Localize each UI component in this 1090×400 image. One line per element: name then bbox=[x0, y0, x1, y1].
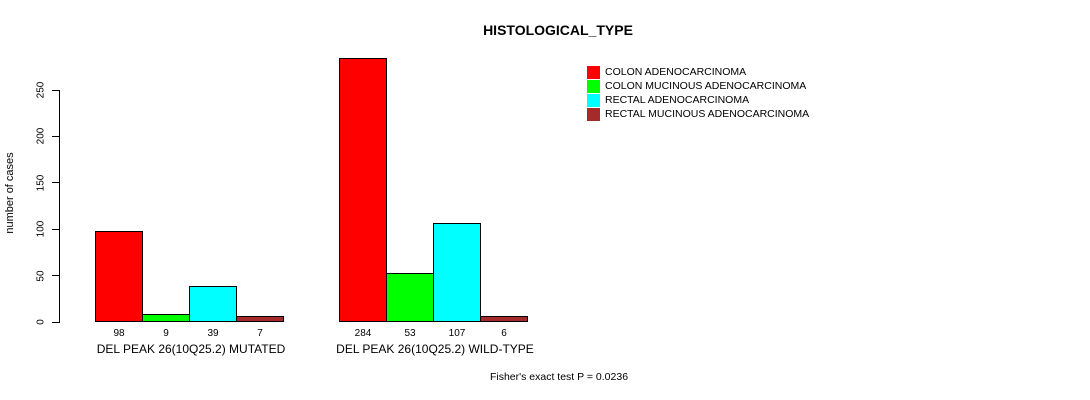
bar bbox=[433, 223, 481, 322]
legend: COLON ADENOCARCINOMA COLON MUCINOUS ADENO… bbox=[587, 65, 809, 121]
bar bbox=[189, 286, 237, 322]
legend-label: RECTAL ADENOCARCINOMA bbox=[605, 94, 750, 106]
bar bbox=[480, 316, 528, 322]
bar-value-label: 39 bbox=[207, 328, 219, 339]
bar bbox=[95, 231, 143, 322]
legend-item: RECTAL MUCINOUS ADENOCARCINOMA bbox=[587, 107, 809, 121]
y-tick bbox=[52, 89, 60, 91]
group-label: DEL PEAK 26(10Q25.2) MUTATED bbox=[96, 342, 286, 356]
y-tick bbox=[52, 321, 60, 323]
y-axis-line bbox=[59, 90, 60, 323]
y-tick-label: 250 bbox=[35, 81, 47, 99]
legend-label: COLON MUCINOUS ADENOCARCINOMA bbox=[605, 80, 807, 92]
y-tick bbox=[52, 228, 60, 230]
bar-value-label: 6 bbox=[501, 328, 507, 339]
bar-value-label: 107 bbox=[448, 328, 466, 339]
group-label: DEL PEAK 26(10Q25.2) WILD-TYPE bbox=[336, 342, 534, 356]
bar bbox=[142, 314, 190, 322]
legend-label: COLON ADENOCARCINOMA bbox=[605, 66, 747, 78]
bar-value-label: 7 bbox=[257, 328, 263, 339]
fisher-test-annotation: Fisher's exact test P = 0.0236 bbox=[489, 371, 629, 383]
y-tick-label: 0 bbox=[35, 319, 47, 325]
bar bbox=[386, 273, 434, 322]
y-tick-label: 50 bbox=[35, 270, 47, 282]
legend-item: RECTAL ADENOCARCINOMA bbox=[587, 93, 809, 107]
legend-swatch bbox=[587, 93, 600, 107]
bar-value-label: 98 bbox=[113, 328, 125, 339]
y-axis-label: number of cases bbox=[4, 152, 16, 234]
legend-swatch bbox=[587, 107, 600, 121]
bar-value-label: 53 bbox=[404, 328, 416, 339]
y-tick bbox=[52, 182, 60, 184]
y-tick-label: 150 bbox=[35, 174, 47, 192]
chart-title: HISTOLOGICAL_TYPE bbox=[483, 22, 633, 38]
y-tick-label: 200 bbox=[35, 128, 47, 145]
legend-item: COLON ADENOCARCINOMA bbox=[587, 65, 809, 79]
bar bbox=[236, 316, 284, 322]
legend-swatch bbox=[587, 65, 600, 79]
bar bbox=[339, 58, 387, 322]
y-tick-label: 100 bbox=[35, 220, 47, 238]
y-tick bbox=[52, 135, 60, 137]
legend-label: RECTAL MUCINOUS ADENOCARCINOMA bbox=[605, 108, 810, 120]
legend-item: COLON MUCINOUS ADENOCARCINOMA bbox=[587, 79, 809, 93]
y-tick bbox=[52, 275, 60, 277]
bar-value-label: 9 bbox=[163, 328, 169, 339]
legend-swatch bbox=[587, 79, 600, 93]
bar-value-label: 284 bbox=[354, 328, 372, 339]
